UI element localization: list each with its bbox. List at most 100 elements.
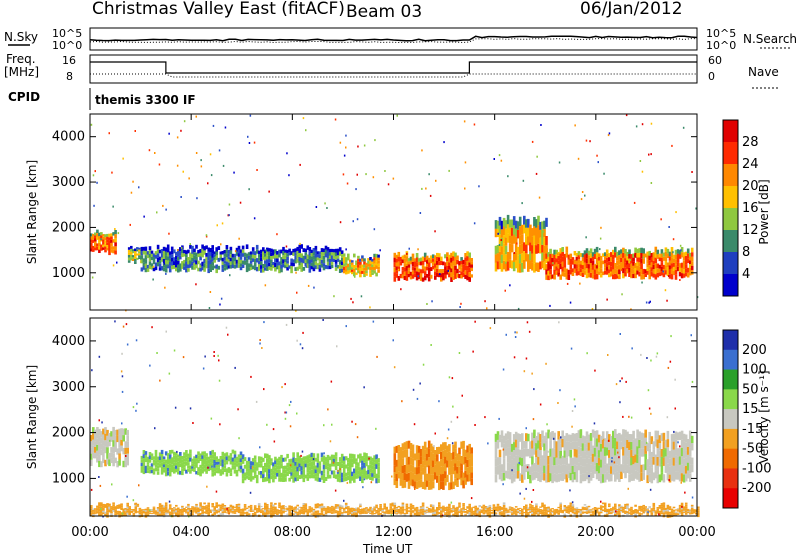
heatmap-cell <box>253 505 257 507</box>
heatmap-cell <box>266 512 269 515</box>
heatmap-cell <box>377 507 380 510</box>
heatmap-speckle <box>289 464 292 467</box>
heatmap-cell <box>448 482 451 491</box>
heatmap-cell <box>407 456 411 465</box>
heatmap-cell <box>302 504 306 507</box>
heatmap-cell <box>290 251 293 255</box>
heatmap-cell <box>448 254 451 259</box>
heatmap-cell <box>300 511 303 513</box>
heatmap-speckle <box>355 188 357 191</box>
heatmap-cell <box>280 472 283 478</box>
heatmap-cell <box>334 510 338 512</box>
heatmap-cell <box>646 467 649 476</box>
heatmap-speckle <box>443 141 445 144</box>
heatmap-cell <box>579 438 583 448</box>
heatmap-cell <box>96 456 99 463</box>
heatmap-cell <box>573 514 577 516</box>
heatmap-cell <box>300 457 303 462</box>
heatmap-cell <box>318 268 322 272</box>
heatmap-cell <box>363 261 366 265</box>
heatmap-cell <box>367 266 370 270</box>
heatmap-cell <box>177 454 180 458</box>
heatmap-cell <box>260 474 263 479</box>
heatmap-cell <box>391 510 395 513</box>
heatmap-speckle <box>138 186 140 189</box>
heatmap-cell <box>106 503 109 506</box>
heatmap-cell <box>363 473 366 479</box>
heatmap-cell <box>620 441 623 450</box>
heatmap-cell <box>460 441 463 449</box>
heatmap-cell <box>397 445 401 452</box>
heatmap-cell <box>94 244 97 248</box>
heatmap-cell <box>221 268 225 272</box>
heatmap-cell <box>395 258 399 263</box>
heatmap-cell <box>221 261 225 265</box>
heatmap-cell <box>407 507 411 509</box>
heatmap-cell <box>674 463 678 472</box>
heatmap-cell <box>484 511 488 513</box>
heatmap-cell <box>644 507 647 509</box>
heatmap-cell <box>328 255 332 259</box>
heatmap-cell <box>158 263 162 268</box>
heatmap-cell <box>518 457 522 466</box>
heatmap-cell <box>181 507 184 509</box>
heatmap-cell <box>203 250 206 255</box>
heatmap-cell <box>502 450 506 459</box>
heatmap-cell <box>292 248 295 253</box>
heatmap-cell <box>233 454 237 459</box>
heatmap-cell <box>94 513 97 515</box>
heatmap-cell <box>316 266 320 270</box>
heatmap-cell <box>427 262 431 268</box>
heatmap-cell <box>268 510 271 512</box>
heatmap-cell <box>393 262 397 268</box>
heatmap-cell <box>375 510 378 512</box>
heatmap-cell <box>427 440 431 449</box>
heatmap-cell <box>462 259 465 265</box>
heatmap-cell <box>249 508 253 511</box>
heatmap-cell <box>682 450 686 459</box>
heatmap-cell <box>533 429 536 438</box>
heatmap-cell <box>579 268 583 273</box>
freq-tick-bottom: 8 <box>66 70 73 83</box>
heatmap-cell <box>415 474 419 482</box>
heatmap-cell <box>231 507 235 509</box>
heatmap-cell <box>533 507 536 509</box>
heatmap-speckle <box>589 140 591 143</box>
heatmap-cell <box>264 453 267 459</box>
heatmap-cell <box>112 249 115 254</box>
heatmap-cell <box>395 254 399 259</box>
heatmap-cell <box>571 441 575 450</box>
heatmap-cell <box>221 507 225 510</box>
heatmap-cell <box>620 266 623 271</box>
heatmap-cell <box>96 229 99 233</box>
heatmap-cell <box>652 260 656 265</box>
heatmap-cell <box>603 263 607 268</box>
heatmap-cell <box>324 509 328 511</box>
heatmap-cell <box>148 459 152 463</box>
heatmap-cell <box>257 505 261 508</box>
heatmap-cell <box>516 448 520 456</box>
heatmap-cell <box>338 465 342 470</box>
heatmap-cell <box>585 439 589 448</box>
heatmap-cell <box>211 467 214 473</box>
heatmap-cell <box>591 513 595 515</box>
heatmap-cell <box>421 256 425 261</box>
y-tick-label: 3000 <box>52 175 85 190</box>
heatmap-cell <box>168 265 172 269</box>
heatmap-cell <box>551 514 554 516</box>
heatmap-cell <box>620 434 623 442</box>
heatmap-cell <box>148 265 152 269</box>
heatmap-cell <box>419 464 423 472</box>
heatmap-speckle <box>120 370 123 373</box>
heatmap-cell <box>614 511 617 514</box>
heatmap-cell <box>104 446 107 454</box>
heatmap-cell <box>652 472 656 481</box>
heatmap-cell <box>608 442 611 450</box>
heatmap-cell <box>521 224 524 235</box>
heatmap-cell <box>334 474 338 479</box>
heatmap-cell <box>342 509 346 511</box>
heatmap-cell <box>270 475 273 480</box>
heatmap-cell <box>377 510 380 512</box>
heatmap-cell <box>102 239 105 242</box>
heatmap-cell <box>187 507 190 510</box>
